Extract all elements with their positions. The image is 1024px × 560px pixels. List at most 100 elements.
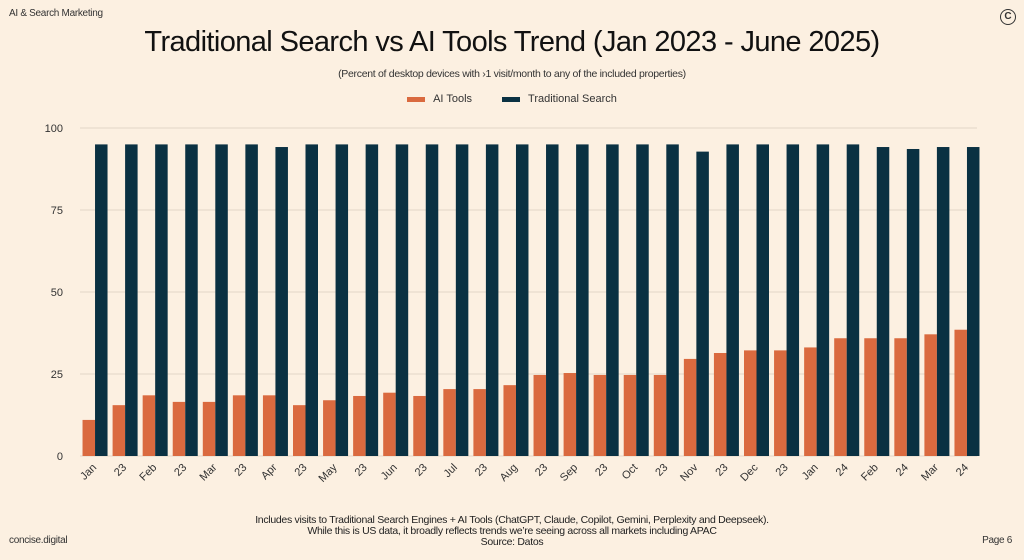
- x-tick-label: Jan: [800, 462, 821, 483]
- x-tick-label: Oct: [620, 462, 641, 483]
- page-number: Page 6: [982, 535, 1012, 546]
- bar-traditional-search: [786, 144, 800, 456]
- bar-ai-tools: [623, 374, 637, 456]
- bar-traditional-search: [696, 151, 709, 456]
- bar-ai-tools: [563, 373, 577, 456]
- x-tick-label: 23: [533, 462, 550, 479]
- bar-traditional-search: [305, 144, 318, 456]
- legend-item-ai-tools: AI Tools: [407, 93, 472, 105]
- bar-traditional-search: [546, 144, 559, 456]
- bar-traditional-search: [846, 144, 860, 456]
- y-tick-label: 100: [45, 123, 63, 135]
- legend-label-traditional-search: Traditional Search: [528, 93, 617, 105]
- x-tick-label: 23: [774, 462, 791, 479]
- bar-traditional-search: [95, 144, 108, 456]
- bar-ai-tools: [142, 395, 156, 456]
- footer-note-line: While this is US data, it broadly reflec…: [307, 525, 717, 537]
- bar-traditional-search: [425, 144, 439, 456]
- bar-traditional-search: [816, 144, 830, 456]
- chart-title: Traditional Search vs AI Tools Trend (Ja…: [144, 26, 880, 58]
- bar-ai-tools: [323, 400, 336, 456]
- footer-note-line: Includes visits to Traditional Search En…: [255, 514, 769, 526]
- bar-traditional-search: [606, 144, 619, 456]
- bar-traditional-search: [455, 144, 469, 456]
- bar-traditional-search: [275, 147, 288, 457]
- bar-ai-tools: [894, 338, 907, 456]
- bar-ai-tools: [112, 405, 126, 456]
- bar-ai-tools: [172, 401, 186, 456]
- x-tick-label: 23: [413, 462, 430, 479]
- x-tick-label: 23: [653, 462, 670, 479]
- bar-traditional-search: [125, 144, 138, 456]
- bar-ai-tools: [533, 374, 547, 456]
- x-tick-label: Nov: [678, 461, 701, 484]
- x-tick-label: 23: [292, 462, 309, 479]
- x-tick-label: Jul: [442, 462, 460, 480]
- legend-item-traditional-search: Traditional Search: [502, 93, 617, 105]
- x-tick-label: May: [317, 461, 341, 485]
- bar-traditional-search: [906, 148, 920, 456]
- legend-swatch-traditional-search: [502, 96, 521, 102]
- footer-brand: concise.digital: [9, 535, 68, 546]
- y-tick-label: 75: [51, 205, 63, 217]
- x-tick-label: 23: [473, 462, 490, 479]
- bar-traditional-search: [726, 144, 739, 456]
- x-tick-label: Jan: [78, 462, 99, 483]
- x-tick-label: 23: [172, 462, 189, 479]
- x-tick-label: 24: [834, 462, 851, 479]
- y-tick-label: 50: [51, 287, 63, 299]
- bar-ai-tools: [353, 395, 366, 456]
- legend-label-ai-tools: AI Tools: [433, 93, 473, 105]
- bar-traditional-search: [666, 144, 679, 456]
- bar-ai-tools: [924, 334, 937, 456]
- x-tick-label: Jun: [379, 462, 400, 483]
- chart-subtitle: (Percent of desktop devices with ›1 visi…: [338, 68, 686, 80]
- x-tick-label: 23: [593, 462, 610, 479]
- bar-ai-tools: [232, 395, 246, 456]
- chart-legend: AI Tools Traditional Search: [0, 93, 1024, 105]
- bar-ai-tools: [262, 395, 276, 456]
- x-tick-label: Dec: [738, 461, 761, 484]
- bar-ai-tools: [774, 350, 787, 456]
- bar-traditional-search: [756, 144, 769, 456]
- bar-ai-tools: [202, 401, 216, 456]
- y-tick-label: 0: [57, 451, 63, 463]
- bar-traditional-search: [335, 144, 349, 456]
- x-tick-label: Apr: [259, 461, 280, 482]
- bar-ai-tools: [443, 389, 456, 456]
- bar-traditional-search: [155, 144, 168, 456]
- bar-traditional-search: [966, 147, 980, 457]
- bar-ai-tools: [473, 389, 486, 456]
- bar-traditional-search: [936, 147, 950, 457]
- x-tick-label: 23: [232, 462, 249, 479]
- bar-ai-tools: [383, 392, 396, 456]
- bar-traditional-search: [876, 147, 890, 457]
- y-tick-label: 25: [51, 369, 63, 381]
- copyright-circle-icon: C: [1000, 9, 1016, 25]
- bar-traditional-search: [395, 144, 409, 456]
- bar-ai-tools: [653, 374, 667, 456]
- bar-ai-tools: [804, 347, 817, 456]
- bar-ai-tools: [82, 419, 96, 456]
- bar-ai-tools: [954, 329, 967, 456]
- bar-traditional-search: [365, 144, 379, 456]
- x-tick-label: Mar: [919, 461, 941, 483]
- bar-traditional-search: [215, 144, 228, 456]
- bar-traditional-search: [515, 144, 529, 456]
- bar-ai-tools: [744, 350, 757, 456]
- bar-traditional-search: [485, 144, 499, 456]
- bar-traditional-search: [576, 144, 589, 456]
- x-tick-label: 23: [112, 462, 129, 479]
- bar-chart: 0 25 50 75 100 Jan 23 Feb 23 Mar 23 Apr 23 May 23 Jun 23…: [45, 123, 980, 485]
- footer-note: Includes visits to Traditional Search En…: [0, 515, 1024, 548]
- x-tick-label: 24: [894, 462, 911, 479]
- legend-swatch-ai-tools: [407, 96, 426, 102]
- x-tick-label: Sep: [558, 462, 580, 484]
- bar-ai-tools: [503, 385, 516, 456]
- bar-ai-tools: [683, 358, 697, 456]
- x-tick-label: Mar: [198, 461, 220, 483]
- bar-ai-tools: [293, 405, 306, 456]
- brand-label: AI & Search Marketing: [9, 8, 103, 19]
- bar-ai-tools: [864, 338, 877, 456]
- x-tick-label: Feb: [137, 462, 159, 484]
